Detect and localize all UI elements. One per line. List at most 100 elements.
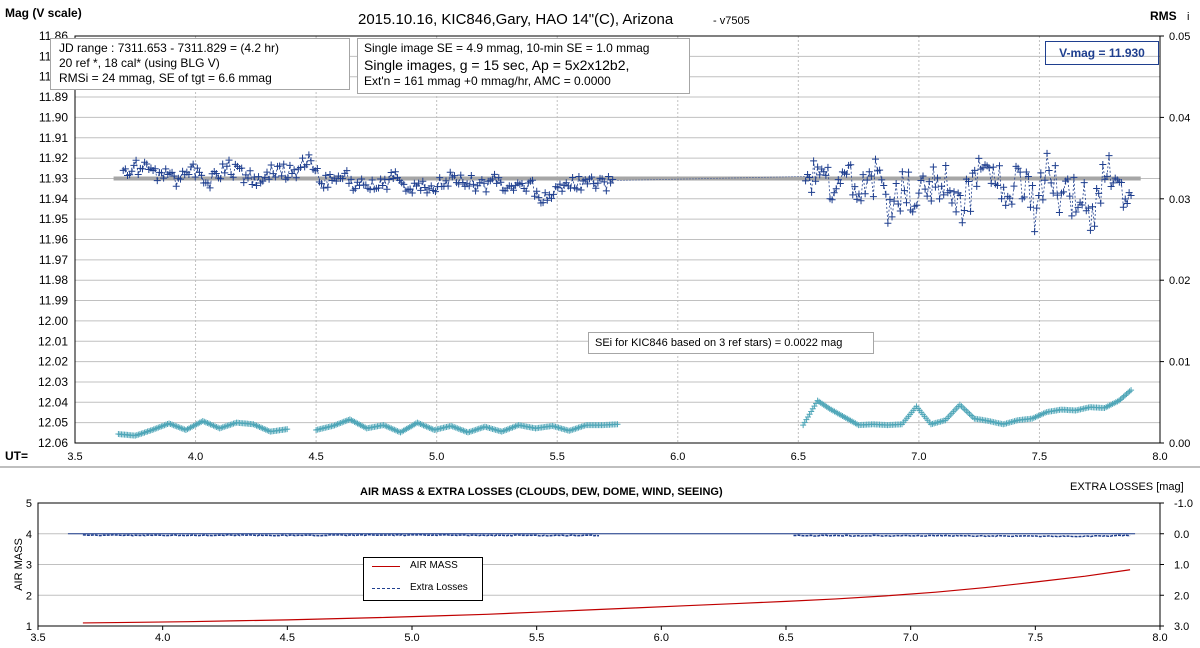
target-mag-point: [206, 184, 214, 192]
target-mag-point: [246, 167, 254, 175]
top-x-tick-label: 6.5: [791, 451, 806, 463]
target-mag-point: [1006, 194, 1014, 202]
target-mag-point: [871, 155, 879, 163]
target-mag-point: [510, 186, 518, 194]
top-x-tick-label: 7.5: [1032, 451, 1047, 463]
target-mag-point: [1049, 189, 1057, 197]
target-mag-point: [455, 180, 463, 188]
target-mag-point: [223, 162, 231, 170]
top-y-tick-label: 11.92: [39, 151, 68, 165]
target-mag-point: [931, 183, 939, 191]
target-mag-point: [1091, 222, 1099, 230]
bottom-x-tick-label: 6.0: [654, 632, 669, 644]
target-mag-point: [518, 180, 526, 188]
target-mag-point: [391, 168, 399, 176]
target-mag-point: [267, 161, 275, 169]
target-mag-point: [415, 179, 423, 187]
target-mag-point: [822, 171, 830, 179]
target-mag-point: [482, 188, 490, 196]
target-mag-point: [522, 187, 530, 195]
target-mag-point: [989, 163, 997, 171]
bottom-chart-title: AIR MASS & EXTRA LOSSES (CLOUDS, DEW, DO…: [360, 486, 723, 498]
target-mag-point: [271, 173, 279, 181]
target-mag-point: [575, 172, 583, 180]
top-x-tick-label: 7.0: [911, 451, 926, 463]
target-mag-point: [1010, 182, 1018, 190]
target-mag-point: [985, 164, 993, 172]
target-mag-point: [855, 190, 863, 198]
target-mag-point: [810, 157, 818, 165]
target-mag-point: [573, 185, 581, 193]
target-mag-point: [153, 177, 161, 185]
bottom-x-tick-label: 3.5: [30, 632, 45, 644]
target-mag-point: [824, 163, 832, 171]
target-mag-point: [902, 199, 910, 207]
target-mag-point: [547, 194, 555, 202]
target-mag-point: [894, 200, 902, 208]
target-mag-point: [964, 178, 972, 186]
bottom-y-tick-label: 4: [26, 529, 32, 541]
bottom-x-tick-label: 7.5: [1028, 632, 1043, 644]
top-x-tick-label: 4.5: [308, 451, 323, 463]
target-mag-point: [1103, 172, 1111, 180]
target-mag-point: [290, 166, 298, 174]
target-mag-point: [592, 184, 600, 192]
target-mag-point: [1031, 228, 1039, 236]
target-mag-point: [1022, 168, 1030, 176]
target-mag-point: [1047, 179, 1055, 187]
air-mass-chart: 1 2 3 4 5 3.5 4.0 4.5 5.0 5.5 6.0 6.5 7.0 7.5 8.0 -1.0 0…: [0, 466, 1200, 644]
target-mag-point: [806, 174, 814, 182]
rms-point: [284, 426, 291, 433]
target-mag-point: [379, 181, 387, 189]
target-mag-point: [1033, 204, 1041, 212]
target-mag-point: [421, 184, 429, 192]
top-y-tick-label: 11.96: [39, 233, 68, 247]
target-mag-point: [900, 187, 908, 195]
target-mag-point: [830, 189, 838, 197]
bottom-y2-tick-label: -1.0: [1174, 498, 1193, 510]
target-mag-point: [400, 180, 408, 188]
target-mag-point: [343, 167, 351, 175]
target-mag-point: [198, 171, 206, 179]
target-mag-point: [588, 173, 596, 181]
target-mag-point: [869, 193, 877, 201]
target-mag-point: [162, 165, 170, 173]
target-mag-point: [278, 172, 286, 180]
target-mag-point: [956, 192, 964, 200]
target-mag-point: [419, 177, 427, 185]
target-mag-point: [1064, 175, 1072, 183]
target-mag-point: [950, 188, 958, 196]
target-mag-point: [313, 165, 321, 173]
target-mag-point: [1016, 168, 1024, 176]
top-y-tick-label: 12.06: [38, 436, 68, 450]
target-mag-point: [948, 199, 956, 207]
top-y-axis-label: Mag (V scale): [5, 6, 82, 20]
target-mag-point: [535, 194, 543, 202]
target-mag-point: [134, 170, 142, 178]
info-box-se: Single image SE = 4.9 mmag, 10-min SE = …: [357, 38, 690, 94]
target-mag-point: [942, 162, 950, 170]
target-mag-point: [255, 173, 263, 181]
target-mag-point: [909, 208, 917, 216]
rms-point: [1128, 387, 1135, 394]
target-mag-point: [933, 174, 941, 182]
top-y-tick-label: 12.00: [38, 314, 68, 328]
target-mag-point: [919, 172, 927, 180]
target-mag-point: [185, 171, 193, 179]
target-mag-point: [374, 184, 382, 192]
target-mag-point: [132, 156, 140, 164]
air-mass-line: [82, 569, 1131, 624]
target-mag-point: [467, 172, 475, 180]
target-mag-point: [296, 163, 304, 171]
target-mag-point: [594, 179, 602, 187]
target-mag-point: [389, 174, 397, 182]
target-mag-point: [288, 169, 296, 177]
target-mag-point: [191, 173, 199, 181]
target-mag-point: [263, 168, 271, 176]
target-mag-point: [1066, 192, 1074, 200]
target-mag-point: [408, 189, 416, 197]
target-mag-point: [322, 171, 330, 179]
target-mag-point: [488, 175, 496, 183]
target-mag-point: [602, 187, 610, 195]
top-y-tick-label: 11.90: [39, 110, 68, 124]
